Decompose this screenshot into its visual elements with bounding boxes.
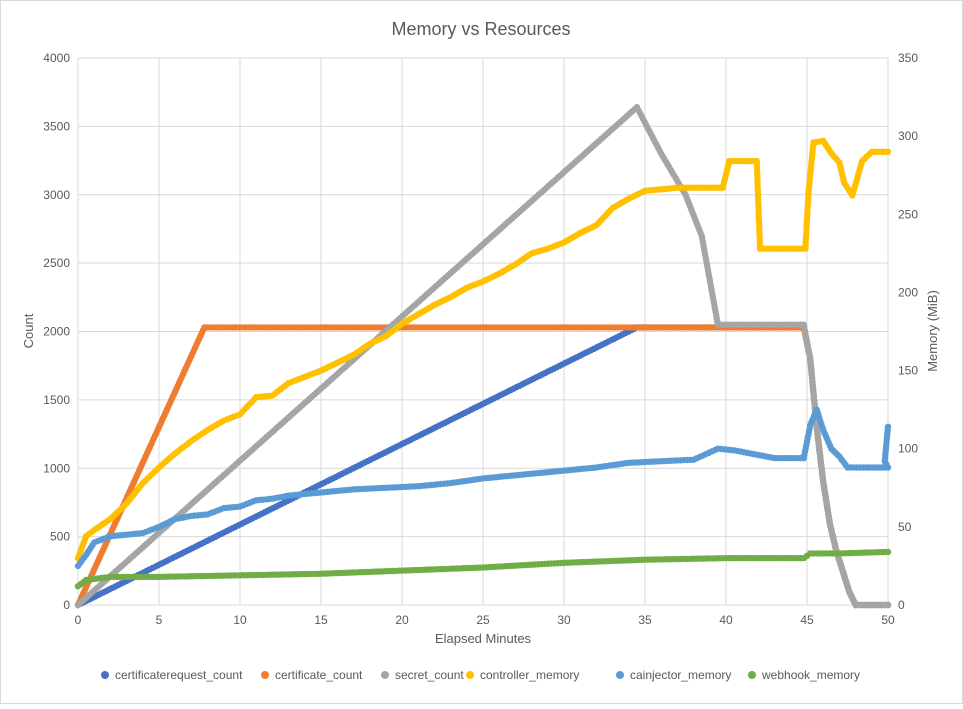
data-point	[884, 423, 892, 430]
y2-tick-label: 350	[898, 51, 918, 65]
legend-label: certificaterequest_count	[115, 668, 243, 682]
legend-marker	[748, 671, 756, 679]
legend: certificaterequest_count certificate_coun…	[101, 668, 860, 682]
x-tick-label: 40	[719, 613, 733, 627]
y-tick-label: 3500	[43, 119, 70, 133]
legend-marker	[261, 671, 269, 679]
series-cainjector_memory	[74, 406, 892, 570]
legend-label: controller_memory	[480, 668, 579, 682]
legend-label: certificate_count	[275, 668, 363, 682]
y2-tick-label: 50	[898, 520, 912, 534]
x-tick-label: 30	[557, 613, 571, 627]
y2-tick-label: 200	[898, 285, 918, 299]
y-axis-title: Count	[21, 313, 36, 348]
legend-label: secret_count	[395, 668, 464, 682]
x-tick-label: 25	[476, 613, 490, 627]
y-tick-label: 2500	[43, 256, 70, 270]
y2-axis-title: Memory (MiB)	[925, 290, 940, 372]
legend-marker	[466, 671, 474, 679]
y-tick-label: 3000	[43, 188, 70, 202]
y2-tick-label: 150	[898, 364, 918, 378]
data-point	[884, 548, 892, 556]
x-tick-label: 20	[395, 613, 409, 627]
y2-tick-label: 300	[898, 129, 918, 143]
y-tick-label: 2000	[43, 325, 70, 339]
y-tick-label: 1000	[43, 461, 70, 475]
x-tick-label: 10	[233, 613, 247, 627]
legend-marker	[381, 671, 389, 679]
y2-tick-label: 100	[898, 442, 918, 456]
y-tick-label: 1500	[43, 393, 70, 407]
y-tick-label: 0	[63, 598, 70, 612]
data-point	[884, 148, 892, 155]
x-tick-label: 0	[75, 613, 82, 627]
y2-tick-label: 0	[898, 598, 905, 612]
data-point	[884, 601, 892, 609]
legend-label: cainjector_memory	[630, 668, 731, 682]
chart-title: Memory vs Resources	[391, 19, 570, 39]
legend-marker	[616, 671, 624, 679]
y2-tick-label: 250	[898, 207, 918, 221]
x-axis-title: Elapsed Minutes	[435, 631, 532, 646]
x-tick-label: 50	[881, 613, 895, 627]
data-series	[74, 104, 892, 609]
x-tick-label: 45	[800, 613, 814, 627]
x-tick-label: 5	[156, 613, 163, 627]
legend-label: webhook_memory	[761, 668, 860, 682]
y-tick-label: 4000	[43, 51, 70, 65]
x-tick-label: 35	[638, 613, 652, 627]
x-tick-label: 15	[314, 613, 328, 627]
y-tick-label: 500	[50, 530, 70, 544]
grid-lines	[77, 57, 889, 606]
series-webhook_memory	[74, 548, 892, 590]
legend-marker	[101, 671, 109, 679]
series-controller_memory	[74, 137, 892, 562]
